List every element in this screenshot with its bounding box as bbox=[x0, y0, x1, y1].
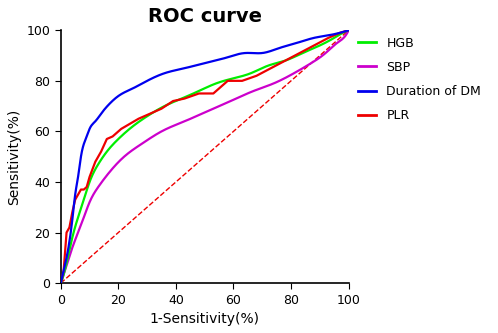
Legend: HGB, SBP, Duration of DM, PLR: HGB, SBP, Duration of DM, PLR bbox=[358, 37, 481, 122]
X-axis label: 1-Sensitivity(%): 1-Sensitivity(%) bbox=[150, 312, 259, 326]
Title: ROC curve: ROC curve bbox=[148, 7, 261, 26]
Y-axis label: Sensitivity(%): Sensitivity(%) bbox=[7, 109, 21, 205]
